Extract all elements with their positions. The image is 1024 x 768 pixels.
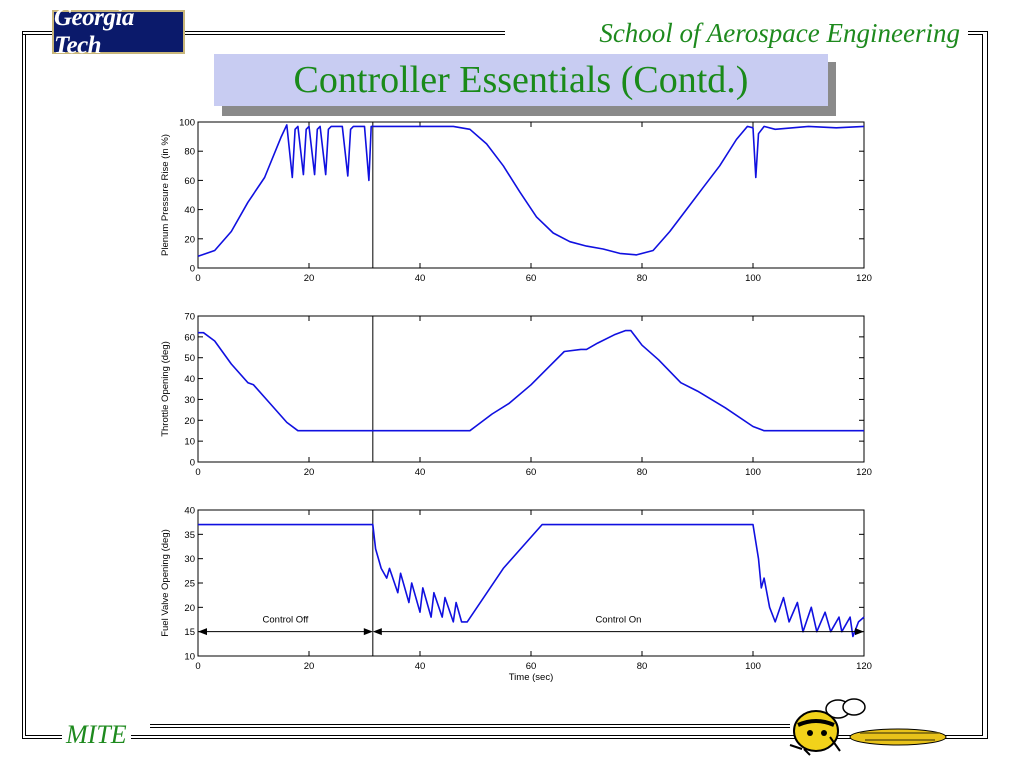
frame-bottom-line-inner xyxy=(25,735,983,736)
y-tick-label: 0 xyxy=(190,264,195,275)
x-tick-label: 80 xyxy=(637,661,648,672)
annotation-arrow-head-left xyxy=(372,628,382,636)
y-tick-label: 100 xyxy=(179,118,195,129)
series-line xyxy=(197,124,865,258)
frame-footer-line xyxy=(150,724,790,725)
frame-left-line-inner xyxy=(25,34,26,736)
yellow-jacket-mascot-icon xyxy=(789,698,947,756)
x-tick-label: 100 xyxy=(745,661,761,672)
y-axis-label: Plenum Pressure Rise (in %) xyxy=(160,134,171,256)
annotation-label: Control On xyxy=(595,615,641,626)
x-tick-label: 20 xyxy=(304,467,315,478)
annotation-label: Control Off xyxy=(263,615,309,626)
annotation-arrow-head-right xyxy=(855,628,864,636)
y-tick-label: 10 xyxy=(184,437,195,448)
x-tick-label: 20 xyxy=(304,661,315,672)
annotation-arrow-head-left xyxy=(198,628,207,636)
x-axis-label: Time (sec) xyxy=(509,672,554,683)
georgia-tech-logo: Georgia Tech xyxy=(52,4,185,59)
x-tick-label: 60 xyxy=(526,273,537,284)
frame-top-line-right-inner xyxy=(968,34,983,35)
y-tick-label: 10 xyxy=(184,652,195,663)
logo-text: Georgia Tech xyxy=(54,4,134,59)
frame-bottom-line xyxy=(22,738,988,739)
x-tick-label: 80 xyxy=(637,467,648,478)
y-tick-label: 60 xyxy=(184,332,195,343)
x-tick-label: 20 xyxy=(304,273,315,284)
y-axis-label: Fuel Valve Opening (deg) xyxy=(160,529,171,637)
chart-3: 0 20 40 60 80 100 120 10 15 20 25 30 35 40 Fuel Valve … xyxy=(160,506,872,684)
x-tick-label: 60 xyxy=(526,467,537,478)
frame-footer-line-inner xyxy=(150,727,790,728)
y-tick-label: 15 xyxy=(184,627,195,638)
y-axis-label: Throttle Opening (deg) xyxy=(160,341,171,437)
y-tick-label: 80 xyxy=(184,147,195,158)
y-tick-label: 70 xyxy=(184,312,195,323)
y-tick-label: 20 xyxy=(184,603,195,614)
x-tick-label: 0 xyxy=(195,467,200,478)
y-tick-label: 60 xyxy=(184,176,195,187)
x-tick-label: 120 xyxy=(856,273,872,284)
y-tick-label: 25 xyxy=(184,579,195,590)
school-name: School of Aerospace Engineering xyxy=(593,18,966,49)
frame-top-line-inner xyxy=(22,34,52,35)
y-tick-label: 40 xyxy=(184,506,195,517)
series-line xyxy=(198,523,865,638)
frame-left-line xyxy=(22,31,23,739)
y-tick-label: 35 xyxy=(184,530,195,541)
x-tick-label: 80 xyxy=(637,273,648,284)
x-tick-label: 100 xyxy=(745,467,761,478)
frame-top-line xyxy=(22,31,52,32)
y-tick-label: 20 xyxy=(184,234,195,245)
x-tick-label: 40 xyxy=(415,273,426,284)
x-tick-label: 0 xyxy=(195,661,200,672)
x-tick-label: 40 xyxy=(415,661,426,672)
y-tick-label: 40 xyxy=(184,205,195,216)
frame-top-line-right xyxy=(968,31,988,32)
frame-right-line xyxy=(987,31,988,739)
annotation-arrow-head-right xyxy=(363,628,373,636)
y-tick-label: 50 xyxy=(184,353,195,364)
footer-label: MITE xyxy=(62,720,131,750)
frame-top-line-mid-inner xyxy=(185,34,505,35)
x-tick-label: 0 xyxy=(195,273,200,284)
x-tick-label: 100 xyxy=(745,273,761,284)
series-line xyxy=(198,329,864,432)
slide-title-box: Controller Essentials (Contd.) xyxy=(214,54,828,106)
x-tick-label: 120 xyxy=(856,661,872,672)
chart-2: 0 20 40 60 80 100 120 0 10 20 30 40 50 60 70 Throttle O… xyxy=(160,312,872,479)
y-tick-label: 30 xyxy=(184,395,195,406)
x-tick-label: 60 xyxy=(526,661,537,672)
plot-area xyxy=(197,315,865,463)
plot-area xyxy=(197,509,865,657)
frame-right-line-inner xyxy=(982,34,983,736)
frame-top-line-mid xyxy=(185,31,505,32)
y-tick-label: 40 xyxy=(184,374,195,385)
slide-title: Controller Essentials (Contd.) xyxy=(293,59,749,101)
chart-1: 0 20 40 60 80 100 120 0 20 40 60 80 100 Plenum Pressu… xyxy=(160,118,872,285)
y-tick-label: 20 xyxy=(184,416,195,427)
y-tick-label: 30 xyxy=(184,554,195,565)
x-tick-label: 40 xyxy=(415,467,426,478)
plot-area xyxy=(197,121,865,269)
y-tick-label: 0 xyxy=(190,458,195,469)
x-tick-label: 120 xyxy=(856,467,872,478)
